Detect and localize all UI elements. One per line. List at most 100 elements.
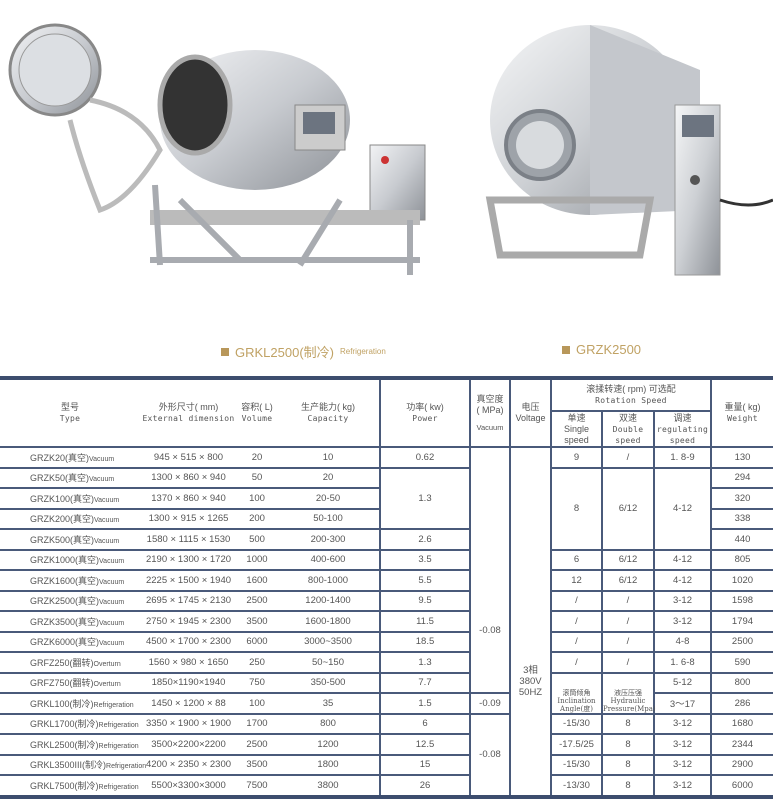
table-row: GRFZ750(翻转)Overturn 1850×1190×1940 750 350-… xyxy=(0,671,773,714)
model-type-suffix: Overturn xyxy=(93,660,121,668)
cell-volume: 1600 xyxy=(237,569,277,591)
cell-weight: 320 xyxy=(710,487,773,509)
cell-double: / xyxy=(601,651,654,673)
cell-power: 18.5 xyxy=(379,630,470,652)
cell-double: / xyxy=(601,446,654,468)
table-row: GRZK6000(真空)Vacuum 4500 × 1700 × 2300 6000… xyxy=(0,630,773,652)
cell-model: GRFZ750(翻转)Overturn xyxy=(0,671,140,693)
cell-power: 26 xyxy=(379,774,470,797)
cell-double: 8 xyxy=(601,774,654,797)
header-dims: 外形尺寸( mm) External dimension xyxy=(142,402,235,423)
cell-single: 12 xyxy=(550,569,602,591)
cell-model: GRZK1000(真空)Vacuum xyxy=(0,548,140,570)
cell-model: GRZK3500(真空)Vacuum xyxy=(0,610,140,632)
cell-weight: 286 xyxy=(710,692,773,714)
table-row: GRFZ250(翻转)Overturn 1560 × 980 × 1650 250 5… xyxy=(0,651,773,673)
cell-capacity: 1600-1800 xyxy=(277,610,380,632)
cell-power: 0.62 xyxy=(379,446,470,468)
model-type-suffix: Vacuum xyxy=(99,578,125,586)
model-name: GRZK20(真空) xyxy=(30,452,90,463)
cell-power: 1.3 xyxy=(379,651,470,673)
cell-weight: 2900 xyxy=(710,753,773,775)
cell-regulating: 3-12 xyxy=(653,610,711,632)
model-type-suffix: Refrigeration xyxy=(98,783,139,791)
cell-single-alt-header: 滚筒倾角 Inclination Angle(度) xyxy=(550,671,602,714)
cell-weight: 590 xyxy=(710,651,773,673)
cell-double: / xyxy=(601,630,654,652)
cell-regulating: 4-12 xyxy=(653,569,711,591)
cell-double: 6/12 xyxy=(601,569,654,591)
cell-capacity: 50~150 xyxy=(277,651,380,673)
cell-regulating: 3-12 xyxy=(653,774,711,797)
cell-volume: 100 xyxy=(237,487,277,509)
cell-capacity: 3800 xyxy=(277,774,380,797)
cell-voltage: 3相 380V 50HZ xyxy=(509,446,551,797)
cell-dims: 1450 × 1200 × 88 xyxy=(140,692,237,714)
cell-regulating: 3-12 xyxy=(653,733,711,755)
cell-capacity: 20 xyxy=(277,466,380,488)
cell-single: / xyxy=(550,630,602,652)
cell-capacity: 400-600 xyxy=(277,548,380,570)
cell-dims: 1580 × 1115 × 1530 xyxy=(140,528,237,550)
cell-vacuum: -0.08 xyxy=(469,446,510,693)
model-name: GRKL1700(制冷) xyxy=(30,719,99,730)
cell-weight: 1680 xyxy=(710,712,773,734)
cell-dims: 1300 × 860 × 940 xyxy=(140,466,237,488)
cell-dims: 2695 × 1745 × 2130 xyxy=(140,589,237,611)
cell-dims: 5500×3300×3000 xyxy=(140,774,237,797)
model-type-suffix: Refrigeration xyxy=(98,722,139,730)
cell-model: GRZK100(真空)Vacuum xyxy=(0,487,140,509)
cell-weight: 6000 xyxy=(710,774,773,797)
grkl2500-machine-image xyxy=(8,23,426,275)
cell-weight: 805 xyxy=(710,548,773,570)
model-name: GRFZ250(翻转) xyxy=(30,657,94,668)
bullet-square-icon xyxy=(221,347,229,356)
header-double: 双速 Double speed xyxy=(601,410,654,447)
cell-volume: 200 xyxy=(237,507,277,529)
cell-volume: 2500 xyxy=(237,589,277,611)
header-regulating: 调速 regulating speed xyxy=(653,410,711,447)
cell-model: GRFZ250(翻转)Overturn xyxy=(0,651,140,673)
model-name: GRZK200(真空) xyxy=(30,514,95,525)
cell-single: -15/30 xyxy=(550,712,602,734)
cell-volume: 3500 xyxy=(237,753,277,775)
table-row: GRZK1600(真空)Vacuum 2225 × 1500 × 1940 1600… xyxy=(0,569,773,591)
cell-regulating: 5-12 xyxy=(653,671,711,693)
cell-volume: 1000 xyxy=(237,548,277,570)
cell-single: 8 xyxy=(550,466,602,550)
header-voltage: 电压 Voltage xyxy=(509,378,551,447)
caption-model: GRKL2500(制冷) xyxy=(235,345,334,360)
cell-dims: 1850×1190×1940 xyxy=(140,671,237,693)
cell-regulating: 3-12 xyxy=(653,712,711,734)
table-row: GRZK500(真空)Vacuum 1580 × 1115 × 1530 500 20… xyxy=(0,528,773,550)
model-name: GRZK100(真空) xyxy=(30,493,95,504)
model-name: GRZK1600(真空) xyxy=(30,575,100,586)
cell-volume: 750 xyxy=(237,671,277,693)
cell-volume: 250 xyxy=(237,651,277,673)
cell-power: 1.5 xyxy=(379,692,470,714)
table-row: GRKL100(制冷)Refrigeration 1450 × 1200 × 88… xyxy=(0,692,773,714)
cell-power: 2.6 xyxy=(379,528,470,550)
spec-table: 型号 Type 外形尺寸( mm) External dimension 容积( L… xyxy=(0,376,773,799)
cell-power: 7.7 xyxy=(379,671,470,693)
cell-volume: 20 xyxy=(237,446,277,468)
model-name: GRKL100(制冷) xyxy=(30,698,94,709)
model-name: GRZK1000(真空) xyxy=(30,555,100,566)
cell-model: GRZK500(真空)Vacuum xyxy=(0,528,140,550)
cell-regulating: 3-12 xyxy=(653,589,711,611)
cell-dims: 1560 × 980 × 1650 xyxy=(140,651,237,673)
cell-double: / xyxy=(601,589,654,611)
cell-vacuum: -0.09 xyxy=(469,692,510,714)
grzk2500-machine-image xyxy=(485,25,773,276)
cell-dims: 2190 × 1300 × 1720 xyxy=(140,548,237,570)
model-type-suffix: Overturn xyxy=(93,681,121,689)
cell-capacity: 50-100 xyxy=(277,507,380,529)
model-type-suffix: Vacuum xyxy=(94,517,120,525)
cell-vacuum: -0.08 xyxy=(469,712,510,797)
cell-capacity: 800 xyxy=(277,712,380,734)
cell-double: 8 xyxy=(601,733,654,755)
caption-grkl2500: GRKL2500(制冷) Refrigeration xyxy=(221,342,386,361)
cell-power: 6 xyxy=(379,712,470,734)
cell-capacity: 1800 xyxy=(277,753,380,775)
cell-volume: 500 xyxy=(237,528,277,550)
